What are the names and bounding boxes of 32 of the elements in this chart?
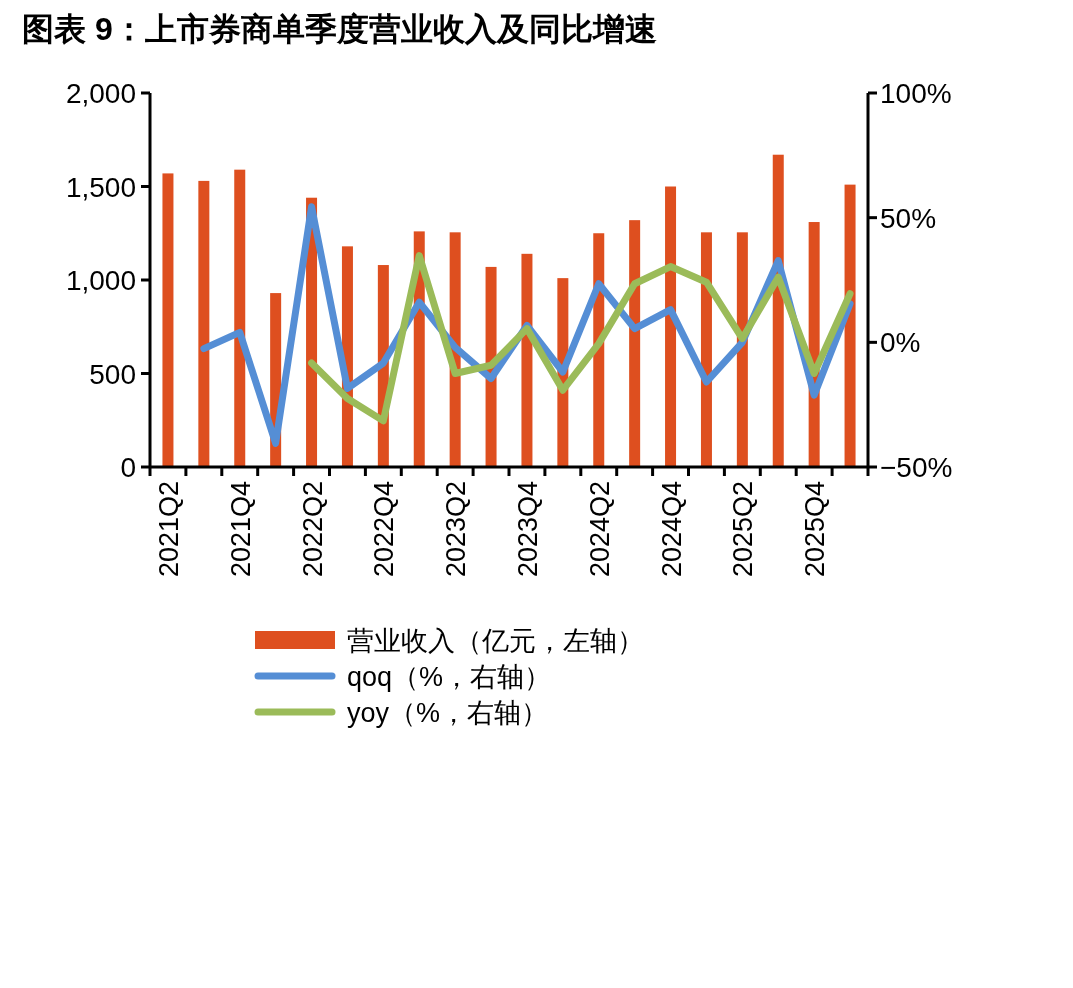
x-tick-label: 2022Q2 <box>297 481 328 578</box>
x-tick-label: 2021Q2 <box>153 481 184 578</box>
x-tick-label: 2023Q4 <box>512 481 543 578</box>
y2-tick-label: 100% <box>880 78 952 109</box>
y-tick-label: 2,000 <box>65 78 136 109</box>
bar <box>736 232 748 467</box>
bar <box>844 184 856 467</box>
y-tick-label: 1,000 <box>65 265 136 296</box>
legend-label: 营业收入（亿元，左轴） <box>347 626 644 656</box>
legend-label: qoq（%，右轴） <box>347 662 552 692</box>
y2-tick-label: −50% <box>880 452 953 483</box>
bar <box>198 180 210 467</box>
bar <box>234 169 246 467</box>
x-tick-label: 2024Q2 <box>584 481 615 578</box>
bar <box>521 253 533 467</box>
bar <box>629 220 641 467</box>
y-tick-label: 1,500 <box>65 171 136 203</box>
y-tick-label: 0 <box>120 452 136 483</box>
x-tick-label: 2025Q4 <box>800 481 831 578</box>
x-tick-label: 2024Q4 <box>656 481 687 578</box>
x-tick-label: 2025Q2 <box>728 481 759 578</box>
y2-tick-label: 50% <box>880 202 937 234</box>
bar <box>665 186 677 467</box>
legend-label: yoy（%，右轴） <box>347 698 549 728</box>
x-tick-label: 2022Q4 <box>369 481 400 578</box>
x-tick-label: 2021Q4 <box>225 481 256 578</box>
chart-title: 图表 9：上市券商单季度营业收入及同比增速 <box>22 11 657 47</box>
bar <box>162 173 174 467</box>
y2-tick-label: 0% <box>880 327 921 359</box>
y-tick-label: 500 <box>89 358 136 390</box>
x-tick-label: 2023Q2 <box>441 481 472 578</box>
bar <box>485 266 497 467</box>
